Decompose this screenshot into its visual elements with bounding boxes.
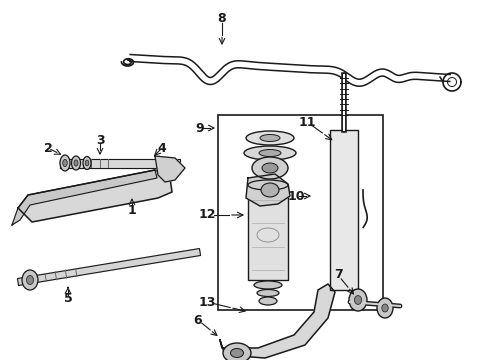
Polygon shape: [60, 158, 180, 167]
Ellipse shape: [377, 298, 393, 318]
Ellipse shape: [252, 157, 288, 179]
Text: 6: 6: [194, 314, 202, 327]
Ellipse shape: [349, 289, 367, 311]
Ellipse shape: [83, 157, 91, 170]
Ellipse shape: [63, 159, 67, 167]
Ellipse shape: [72, 156, 80, 170]
Ellipse shape: [257, 289, 279, 297]
Ellipse shape: [259, 149, 281, 157]
Bar: [218, 115, 383, 310]
Polygon shape: [18, 170, 172, 222]
Ellipse shape: [259, 297, 277, 305]
Ellipse shape: [260, 135, 280, 141]
Polygon shape: [246, 174, 290, 206]
Ellipse shape: [85, 160, 89, 166]
Text: 7: 7: [334, 269, 343, 282]
Text: 12: 12: [198, 208, 216, 221]
Polygon shape: [18, 248, 200, 285]
Ellipse shape: [230, 348, 244, 357]
Text: 1: 1: [127, 203, 136, 216]
Text: 2: 2: [44, 141, 52, 154]
Polygon shape: [155, 156, 185, 182]
Ellipse shape: [60, 155, 70, 171]
Text: 13: 13: [198, 296, 216, 309]
Bar: [330, 130, 358, 290]
Ellipse shape: [254, 281, 282, 289]
Ellipse shape: [22, 270, 38, 290]
Ellipse shape: [262, 163, 278, 173]
Ellipse shape: [223, 343, 251, 360]
Ellipse shape: [26, 275, 33, 284]
Ellipse shape: [246, 131, 294, 145]
Text: 10: 10: [287, 189, 305, 202]
Polygon shape: [12, 170, 157, 225]
Bar: [248, 185, 288, 280]
Text: 9: 9: [196, 122, 204, 135]
Ellipse shape: [244, 146, 296, 160]
Text: 5: 5: [64, 292, 73, 305]
Ellipse shape: [382, 304, 388, 312]
Polygon shape: [220, 284, 335, 358]
Ellipse shape: [74, 160, 78, 166]
Text: 4: 4: [158, 141, 167, 154]
Ellipse shape: [354, 296, 362, 305]
Text: 3: 3: [96, 134, 104, 147]
Ellipse shape: [261, 183, 279, 197]
Text: 11: 11: [298, 116, 316, 129]
Text: 8: 8: [218, 12, 226, 24]
Ellipse shape: [248, 180, 288, 190]
